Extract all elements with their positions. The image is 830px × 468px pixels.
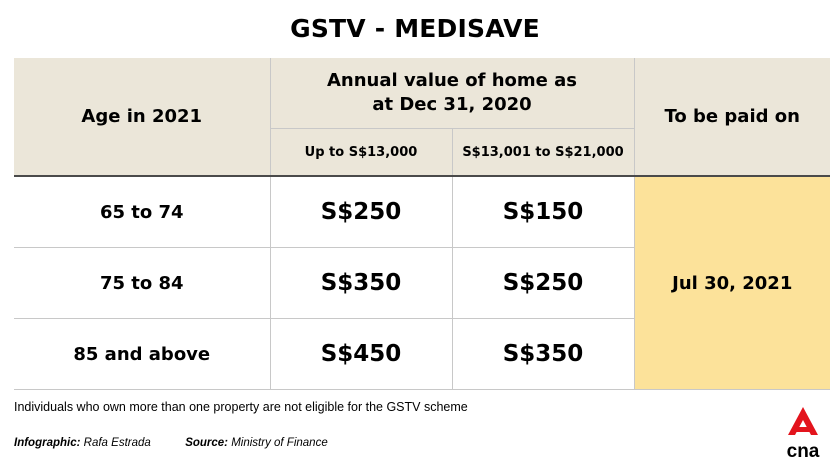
amount-high-cell: S$150 xyxy=(452,176,635,248)
amount-low-cell: S$450 xyxy=(270,318,453,390)
header-paid-on: To be paid on xyxy=(634,58,830,177)
source-label: Source: xyxy=(185,437,229,449)
infographic-value: Rafa Estrada xyxy=(83,437,151,449)
header-annual-value: Annual value of home as at Dec 31, 2020 xyxy=(270,58,635,129)
eligibility-note: Individuals who own more than one proper… xyxy=(14,400,468,414)
amount-low-cell: S$250 xyxy=(270,176,453,248)
age-cell: 75 to 84 xyxy=(14,247,271,319)
table-row: 85 and above S$450 S$350 xyxy=(14,318,830,390)
table-row: 65 to 74 S$250 S$150 Jul 30, 2021 xyxy=(14,176,830,390)
credits-line: Infographic: Rafa Estrada Source: Minist… xyxy=(14,437,328,449)
amount-high-cell: S$350 xyxy=(452,318,635,390)
header-age-label: Age in 2021 xyxy=(81,105,203,127)
paid-on-cell: Jul 30, 2021 xyxy=(634,176,830,390)
subheader-high-value: S$13,001 to S$21,000 xyxy=(452,128,635,177)
header-age: Age in 2021 xyxy=(14,58,271,177)
table-row: 75 to 84 S$350 S$250 xyxy=(14,247,830,319)
cna-logo-text: cna xyxy=(787,441,820,462)
header-paid-on-label: To be paid on xyxy=(664,105,800,127)
age-cell: 85 and above xyxy=(14,318,271,390)
infographic-label: Infographic: xyxy=(14,437,81,449)
cna-logo: cna xyxy=(787,407,820,462)
subheader-low-value: Up to S$13,000 xyxy=(270,128,453,177)
header-annual-value-line1: Annual value of home as xyxy=(326,70,578,91)
age-cell: 65 to 74 xyxy=(14,176,271,248)
amount-high-cell: S$250 xyxy=(452,247,635,319)
page-title: GSTV - MEDISAVE xyxy=(290,14,540,43)
header-annual-value-line2: at Dec 31, 2020 xyxy=(372,94,532,115)
cna-logo-mark xyxy=(788,407,818,435)
source-value: Ministry of Finance xyxy=(231,437,328,449)
amount-low-cell: S$350 xyxy=(270,247,453,319)
medisave-table: Age in 2021 Annual value of home as at D… xyxy=(14,58,830,390)
